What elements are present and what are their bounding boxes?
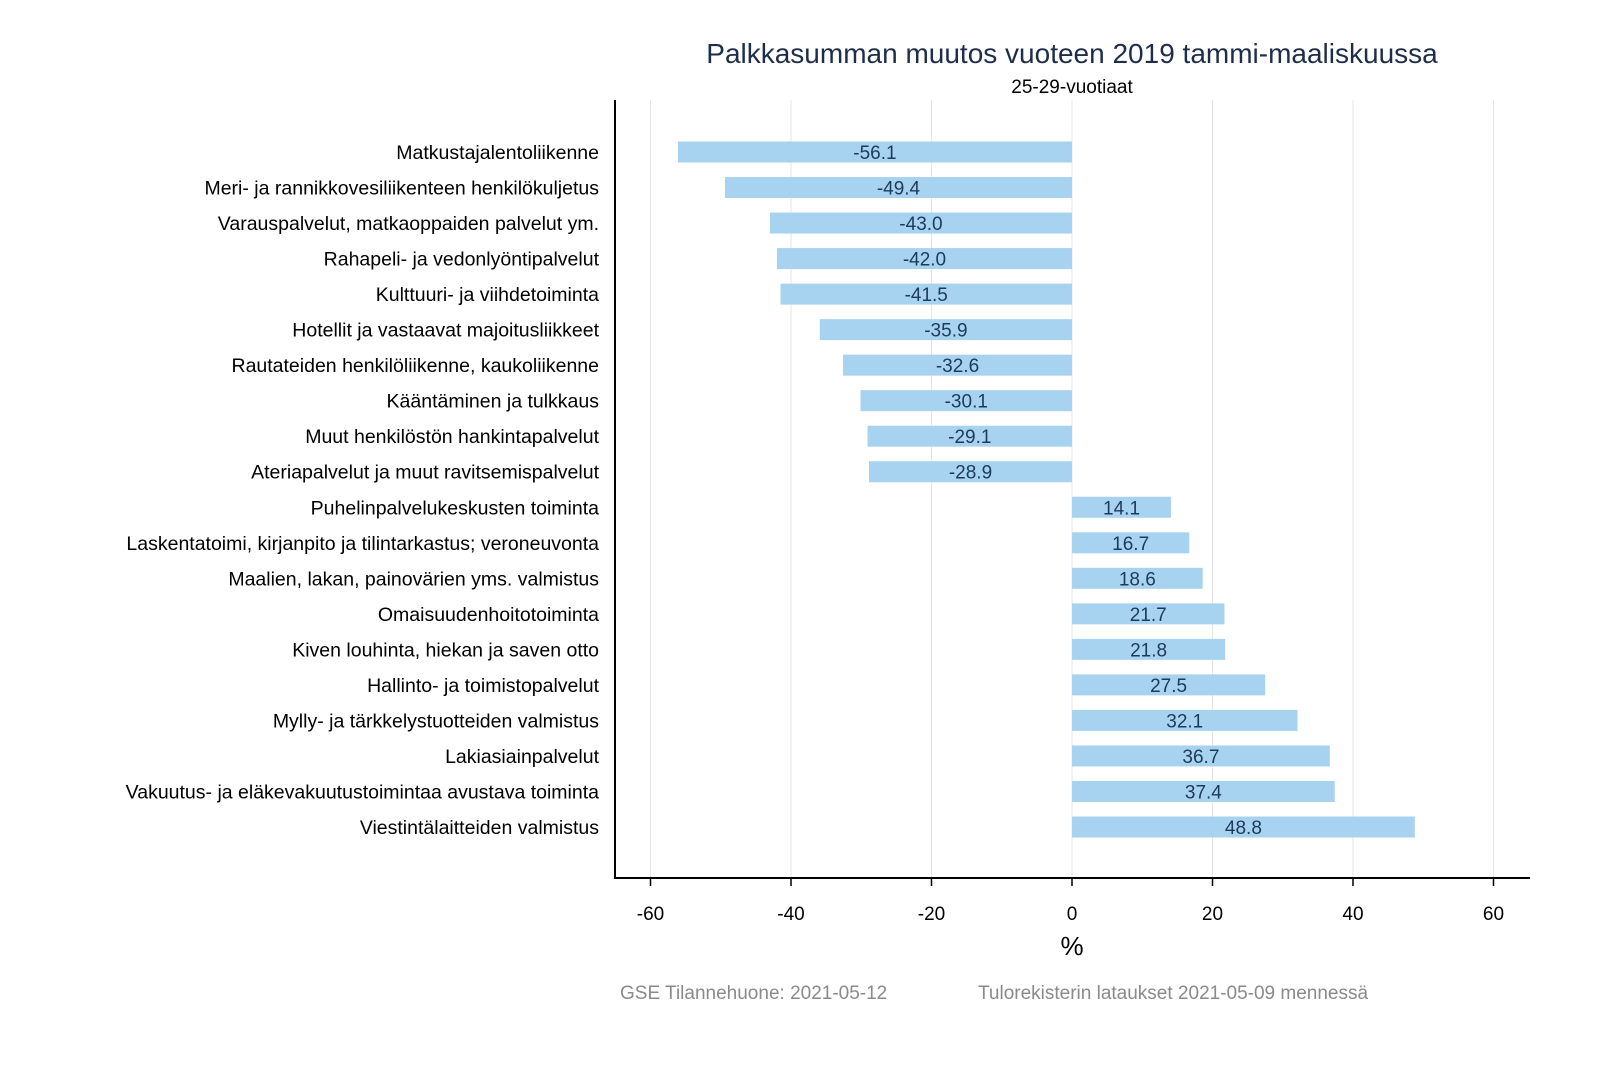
footer-note: Tulorekisterin lataukset 2021-05-09 menn… [978,983,1368,1004]
data-label: -35.9 [924,321,967,342]
x-tick-label: -40 [777,904,804,925]
data-label: 37.4 [1185,782,1222,803]
data-label: 21.7 [1130,605,1167,626]
category-label: Maalien, lakan, painovärien yms. valmist… [228,568,599,590]
bar [1072,638,1226,660]
bar [1072,745,1330,767]
category-label: Muut henkilöstön hankintapalvelut [305,426,599,448]
bar [780,283,1072,305]
category-label: Kiven louhinta, hiekan ja saven otto [292,639,599,661]
category-label: Laskentatoimi, kirjanpito ja tilintarkas… [126,533,599,555]
data-label: -43.0 [899,214,942,235]
category-label: Kulttuuri- ja viihdetoiminta [376,284,599,306]
data-label: 14.1 [1103,498,1140,519]
bar [1072,567,1203,589]
data-label: -32.6 [936,356,979,377]
category-label: Kääntäminen ja tulkkaus [387,391,600,413]
chart-title: Palkkasumman muutos vuoteen 2019 tammi-m… [706,38,1438,69]
footer-source: GSE Tilannehuone: 2021-05-12 [620,983,887,1004]
bar [677,141,1072,163]
data-label: 36.7 [1182,747,1219,768]
category-label: Rautateiden henkilöliikenne, kaukoliiken… [231,355,599,377]
x-axis-label: % [1060,931,1083,961]
category-label: Omaisuudenhoitotoiminta [378,604,599,626]
data-label: 32.1 [1166,711,1203,732]
category-label: Viestintälaitteiden valmistus [360,817,599,839]
category-label: Meri- ja rannikkovesiliikenteen henkilök… [204,178,599,200]
bar [819,319,1072,341]
category-label: Vakuutus- ja eläkevakuutustoimintaa avus… [126,781,599,803]
category-label: Ateriapalvelut ja muut ravitsemispalvelu… [251,462,599,484]
category-label: Hallinto- ja toimistopalvelut [367,675,600,697]
category-label: Rahapeli- ja vedonlyöntipalvelut [324,249,600,271]
bar [842,354,1072,376]
x-tick-label: 60 [1483,904,1504,925]
x-tick-label: -20 [918,904,945,925]
category-label: Mylly- ja tärkkelystuotteiden valmistus [273,710,599,732]
bar [1072,780,1335,802]
x-tick-label: 20 [1202,904,1223,925]
data-label: -49.4 [877,179,921,200]
x-tick-label: 40 [1342,904,1363,925]
data-label: -41.5 [905,285,948,306]
bar [1072,709,1298,731]
bar [776,248,1072,270]
chart-subtitle: 25-29-vuotiaat [1011,77,1133,98]
bar [724,177,1072,199]
x-tick-label: -60 [637,904,664,925]
data-label: -30.1 [945,392,988,413]
data-label: 18.6 [1119,569,1156,590]
category-label: Matkustajalentoliikenne [396,142,599,164]
data-label: -42.0 [903,250,946,271]
data-label: -29.1 [948,427,991,448]
data-label: 48.8 [1225,818,1262,839]
data-label: 21.8 [1130,640,1167,661]
bar [1072,532,1190,554]
bar [860,390,1072,412]
bar [868,461,1072,483]
data-label: 16.7 [1112,534,1149,555]
bar [1072,496,1172,518]
data-label: 27.5 [1150,676,1187,697]
data-label: -56.1 [853,143,896,164]
data-label: -28.9 [949,463,992,484]
bar [769,212,1072,234]
bar [867,425,1072,447]
category-label: Hotellit ja vastaavat majoitusliikkeet [292,320,599,342]
category-label: Lakiasiainpalvelut [445,746,600,768]
bar [1072,674,1266,696]
bar [1072,816,1415,838]
category-label: Puhelinpalvelukeskusten toiminta [311,497,599,519]
category-label: Varauspalvelut, matkaoppaiden palvelut y… [218,213,599,235]
x-tick-label: 0 [1067,904,1078,925]
bar [1072,603,1225,625]
